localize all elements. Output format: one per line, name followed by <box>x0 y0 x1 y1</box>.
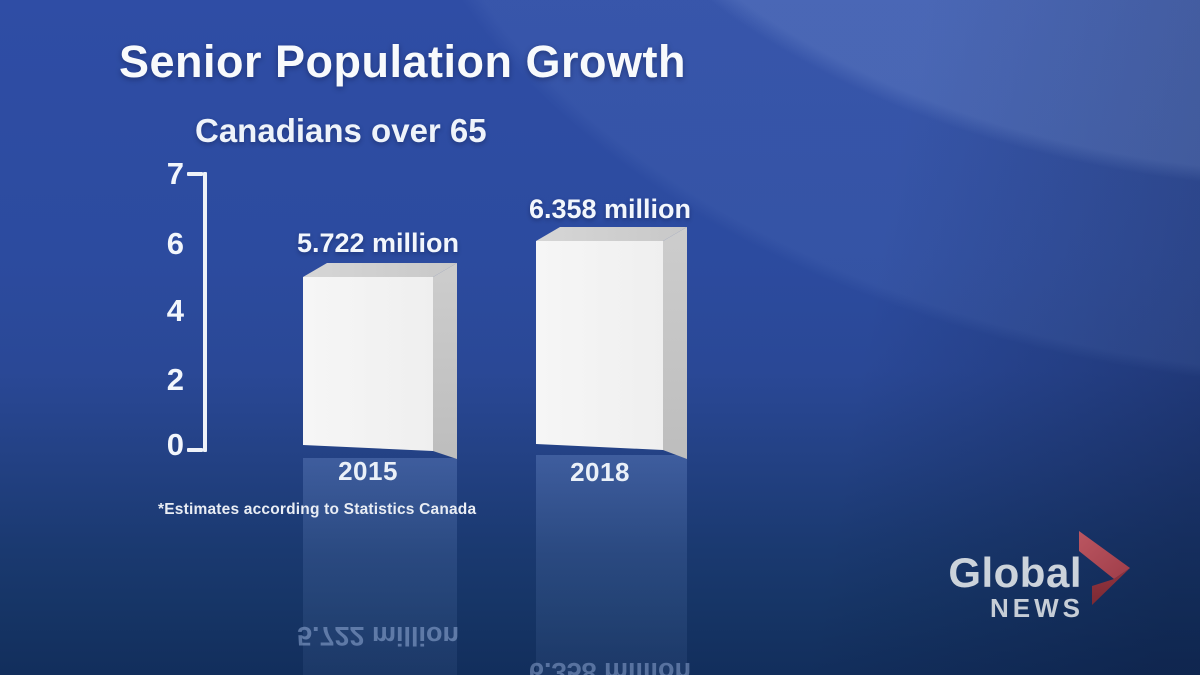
y-axis-label-4: 4 <box>166 293 184 328</box>
bar-value-label-2015: 5.722 million <box>296 228 460 258</box>
chart-footnote: *Estimates according to Statistics Canad… <box>158 501 477 518</box>
chart-title: Senior Population Growth <box>119 36 686 87</box>
bar-category-label-2015: 2015 <box>338 456 398 486</box>
bar-category-label-2018: 2018 <box>570 457 630 487</box>
bar-2018-top-face <box>536 227 687 241</box>
bar-reflection-2018 <box>536 455 687 675</box>
bar-2015-front-face <box>303 277 433 451</box>
y-axis-line <box>203 172 207 452</box>
reflection-label-2015: 5.722 million <box>296 621 460 651</box>
chart-subtitle: Canadians over 65 <box>195 112 487 149</box>
bar-2018-side-face <box>663 227 687 459</box>
reflection-label-2018: 6.358 million <box>528 657 692 675</box>
bar-reflection-2015 <box>303 458 457 675</box>
bar-2018 <box>536 227 687 464</box>
y-axis-label-2: 2 <box>166 362 184 397</box>
y-axis-bottom-tick <box>187 448 203 452</box>
y-axis-label-7: 7 <box>166 156 184 191</box>
y-axis-label-6: 6 <box>166 226 184 261</box>
bar-2018-front-face <box>536 241 663 450</box>
y-axis-top-tick <box>187 172 203 176</box>
y-axis-label-0: 0 <box>166 427 184 462</box>
bar-2015 <box>303 263 457 463</box>
bar-value-label-2018: 6.358 million <box>528 194 692 224</box>
bar-2015-side-face <box>433 263 457 459</box>
bar-2015-top-face <box>303 263 457 277</box>
global-news-chevron-icon <box>1079 531 1130 605</box>
logo-text-news: NEWS <box>990 593 1084 623</box>
logo-text-global: Global <box>948 549 1082 596</box>
